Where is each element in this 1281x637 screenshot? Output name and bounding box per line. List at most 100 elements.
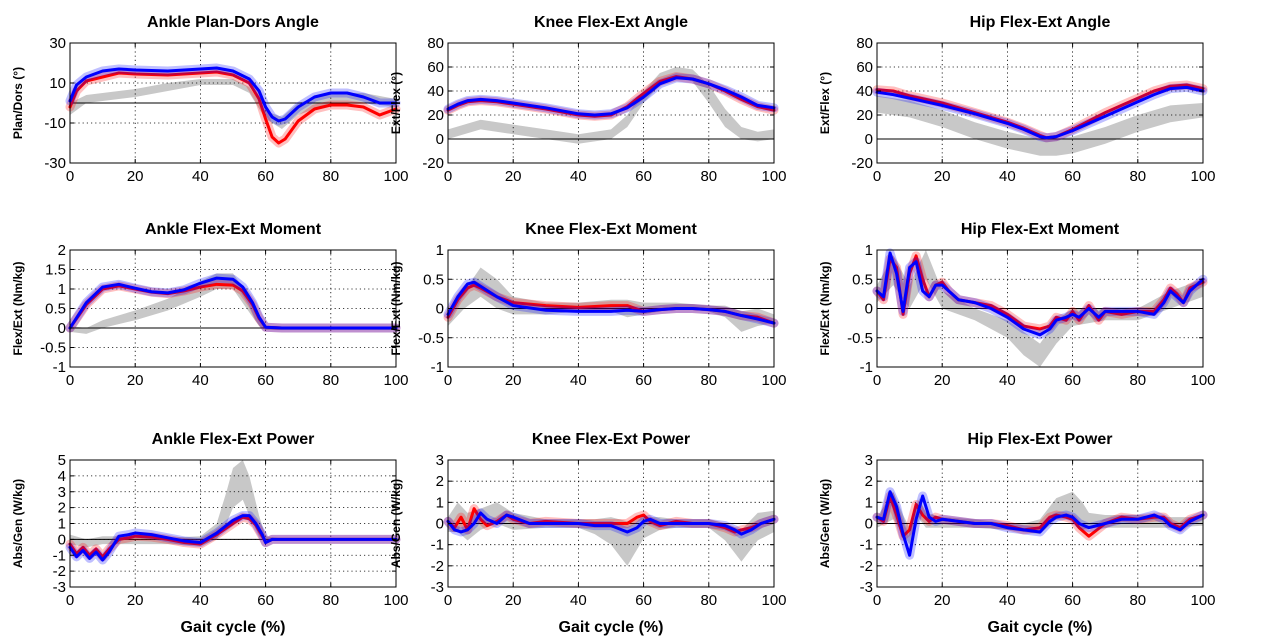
- x-tick-label: 100: [1190, 372, 1215, 389]
- y-tick-label: -1: [53, 547, 66, 564]
- subplot-title: Ankle Plan-Dors Angle: [147, 14, 319, 31]
- y-tick-label: 3: [865, 452, 873, 469]
- y-tick-label: -3: [53, 579, 66, 596]
- y-tick-label: -3: [431, 579, 444, 596]
- subplot-5: 0 20 40 60 80 100 -1 -0.5 0 0.5 1 Knee Flex-Ext Mom…: [389, 221, 787, 389]
- x-tick-label: 0: [444, 168, 452, 185]
- y-tick-label: -2: [860, 558, 873, 575]
- normative-band: [448, 67, 774, 144]
- normative-band: [448, 502, 774, 566]
- y-tick-label: -0.5: [418, 330, 444, 347]
- x-tick-label: 100: [383, 372, 408, 389]
- y-tick-label: -0.5: [847, 330, 873, 347]
- x-tick-label: 100: [383, 592, 408, 609]
- red-series-line: [875, 494, 1205, 538]
- x-tick-label: 40: [570, 168, 587, 185]
- y-axis-label: Flex/Ext (Nm/kg): [11, 261, 25, 355]
- y-tick-label: 3: [58, 484, 66, 501]
- x-tick-label: 20: [505, 372, 522, 389]
- x-tick-label: 80: [1129, 168, 1146, 185]
- x-tick-label: 20: [934, 592, 951, 609]
- blue-series-line: [446, 511, 776, 536]
- x-tick-label: 60: [1064, 168, 1081, 185]
- x-tick-label: 80: [322, 372, 339, 389]
- x-axis-label: Gait cycle (%): [559, 619, 664, 636]
- x-tick-label: 40: [570, 592, 587, 609]
- x-tick-label: 80: [1129, 592, 1146, 609]
- y-tick-label: -1: [431, 359, 444, 376]
- subplot-6: 0 20 40 60 80 100 -1 -0.5 0 0.5 1 Hip Flex-Ext Mome…: [818, 221, 1216, 389]
- axes-box: [876, 42, 1204, 164]
- y-tick-label: 5: [58, 452, 66, 469]
- y-axis-label: Ext/Flex (°): [818, 72, 832, 134]
- y-axis-label: Ext/Flex (°): [389, 72, 403, 134]
- y-tick-label: 2: [865, 473, 873, 490]
- x-tick-label: 100: [1190, 592, 1215, 609]
- x-tick-label: 80: [1129, 372, 1146, 389]
- x-tick-label: 100: [383, 168, 408, 185]
- subplot-title: Ankle Flex-Ext Moment: [145, 221, 322, 238]
- x-tick-label: 60: [257, 372, 274, 389]
- blue-series-line: [875, 251, 1205, 337]
- blue-series-line: [68, 276, 398, 330]
- y-tick-label: 80: [856, 35, 873, 52]
- y-axis-label: Plan/Dors (°): [11, 67, 25, 139]
- subplot-title: Hip Flex-Ext Power: [968, 431, 1113, 448]
- subplot-title: Hip Flex-Ext Angle: [970, 14, 1111, 31]
- x-tick-label: 80: [700, 592, 717, 609]
- x-tick-label: 60: [1064, 372, 1081, 389]
- x-tick-label: 0: [66, 168, 74, 185]
- x-tick-label: 60: [1064, 592, 1081, 609]
- y-tick-label: 0.5: [852, 271, 873, 288]
- y-tick-label: -1: [431, 537, 444, 554]
- x-tick-label: 40: [192, 168, 209, 185]
- y-tick-label: -3: [860, 579, 873, 596]
- x-tick-label: 60: [635, 372, 652, 389]
- y-tick-label: 1: [865, 242, 873, 259]
- y-tick-label: 20: [856, 107, 873, 124]
- y-tick-label: 2: [58, 242, 66, 259]
- y-tick-label: 0: [58, 531, 66, 548]
- x-tick-label: 40: [192, 592, 209, 609]
- x-axis-label: Gait cycle (%): [988, 619, 1093, 636]
- x-tick-label: 60: [257, 592, 274, 609]
- y-tick-label: 4: [58, 468, 66, 485]
- y-tick-label: 1: [58, 281, 66, 298]
- x-tick-label: 80: [700, 372, 717, 389]
- normative-band: [70, 79, 396, 129]
- y-tick-label: 2: [436, 473, 444, 490]
- y-tick-label: -1: [860, 537, 873, 554]
- y-tick-label: -2: [53, 563, 66, 580]
- axes-box: [69, 42, 397, 164]
- x-tick-label: 40: [999, 592, 1016, 609]
- x-tick-label: 100: [761, 372, 786, 389]
- subplot-9: 0 20 40 60 80 100 -3 -2 -1 0 1 2 3 Hip Flex-Ext Power…: [818, 431, 1216, 636]
- normative-band: [448, 267, 774, 332]
- y-tick-label: 1: [436, 242, 444, 259]
- x-tick-label: 60: [635, 168, 652, 185]
- subplot-title: Knee Flex-Ext Moment: [525, 221, 697, 238]
- x-tick-label: 60: [257, 168, 274, 185]
- y-tick-label: 1: [436, 494, 444, 511]
- y-tick-label: -1: [53, 359, 66, 376]
- y-tick-label: 80: [427, 35, 444, 52]
- y-tick-label: 2: [58, 500, 66, 517]
- subplot-title: Knee Flex-Ext Angle: [534, 14, 688, 31]
- y-tick-label: 0: [436, 516, 444, 533]
- y-tick-label: -2: [431, 558, 444, 575]
- subplot-title: Ankle Flex-Ext Power: [152, 431, 315, 448]
- x-tick-label: 0: [66, 592, 74, 609]
- y-tick-label: -1: [860, 359, 873, 376]
- x-tick-label: 100: [761, 592, 786, 609]
- subplot-1: 0 20 40 60 80 100 -30 -10 10 30 Ankle Plan-Dors An…: [11, 14, 409, 185]
- x-tick-label: 0: [873, 372, 881, 389]
- blue-series-line: [875, 490, 1205, 557]
- x-tick-label: 100: [1190, 168, 1215, 185]
- subplot-title: Hip Flex-Ext Moment: [961, 221, 1120, 238]
- subplot-title: Knee Flex-Ext Power: [532, 431, 690, 448]
- x-tick-label: 40: [999, 372, 1016, 389]
- x-tick-label: 0: [66, 372, 74, 389]
